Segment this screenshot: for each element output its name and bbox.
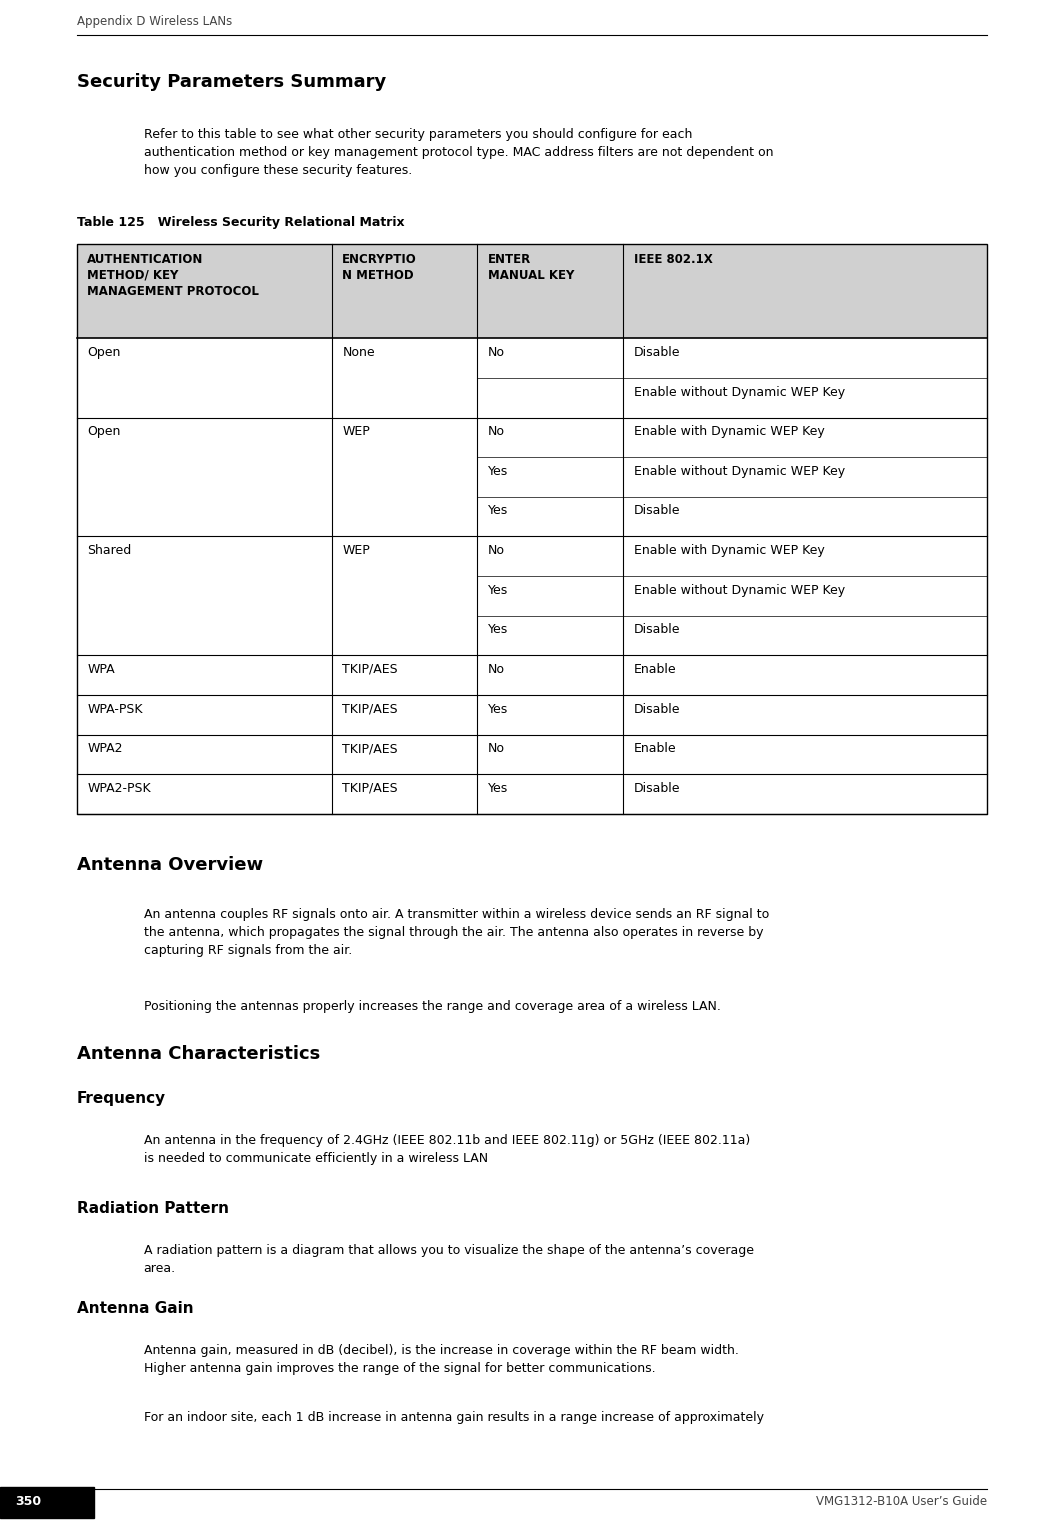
Text: For an indoor site, each 1 dB increase in antenna gain results in a range increa: For an indoor site, each 1 dB increase i… bbox=[144, 1411, 764, 1425]
Text: Enable with Dynamic WEP Key: Enable with Dynamic WEP Key bbox=[634, 544, 825, 558]
Text: TKIP/AES: TKIP/AES bbox=[343, 782, 398, 796]
Text: Security Parameters Summary: Security Parameters Summary bbox=[77, 73, 386, 91]
Text: No: No bbox=[488, 742, 505, 756]
Bar bbox=[77, 244, 987, 814]
Text: Antenna Overview: Antenna Overview bbox=[77, 856, 263, 875]
Text: ENTER
MANUAL KEY: ENTER MANUAL KEY bbox=[488, 253, 575, 282]
Text: Open: Open bbox=[87, 425, 120, 439]
Text: Shared: Shared bbox=[87, 544, 132, 558]
Text: No: No bbox=[488, 346, 505, 360]
Text: Enable with Dynamic WEP Key: Enable with Dynamic WEP Key bbox=[634, 425, 825, 439]
Text: Positioning the antennas properly increases the range and coverage area of a wir: Positioning the antennas properly increa… bbox=[144, 1000, 720, 1013]
Text: Frequency: Frequency bbox=[77, 1091, 166, 1106]
Text: WEP: WEP bbox=[343, 425, 370, 439]
Text: Antenna Characteristics: Antenna Characteristics bbox=[77, 1045, 320, 1064]
Text: Enable without Dynamic WEP Key: Enable without Dynamic WEP Key bbox=[634, 386, 845, 399]
Bar bbox=[0, 1487, 94, 1518]
Text: Refer to this table to see what other security parameters you should configure f: Refer to this table to see what other se… bbox=[144, 128, 774, 177]
Text: Antenna Gain: Antenna Gain bbox=[77, 1301, 194, 1317]
Text: WEP: WEP bbox=[343, 544, 370, 558]
Text: Yes: Yes bbox=[488, 782, 509, 796]
Text: Disable: Disable bbox=[634, 504, 680, 518]
Text: WPA2-PSK: WPA2-PSK bbox=[87, 782, 151, 796]
Text: Enable without Dynamic WEP Key: Enable without Dynamic WEP Key bbox=[634, 465, 845, 479]
Text: Enable: Enable bbox=[634, 742, 677, 756]
Text: Open: Open bbox=[87, 346, 120, 360]
Text: WPA2: WPA2 bbox=[87, 742, 122, 756]
Text: IEEE 802.1X: IEEE 802.1X bbox=[634, 253, 713, 267]
Text: No: No bbox=[488, 425, 505, 439]
Text: No: No bbox=[488, 663, 505, 677]
Text: AUTHENTICATION
METHOD/ KEY
MANAGEMENT PROTOCOL: AUTHENTICATION METHOD/ KEY MANAGEMENT PR… bbox=[87, 253, 260, 299]
Text: Disable: Disable bbox=[634, 623, 680, 637]
Text: Yes: Yes bbox=[488, 465, 509, 479]
Text: Disable: Disable bbox=[634, 703, 680, 716]
Text: Disable: Disable bbox=[634, 346, 680, 360]
Text: ENCRYPTIO
N METHOD: ENCRYPTIO N METHOD bbox=[343, 253, 417, 282]
Text: Table 125   Wireless Security Relational Matrix: Table 125 Wireless Security Relational M… bbox=[77, 216, 404, 230]
Text: Enable without Dynamic WEP Key: Enable without Dynamic WEP Key bbox=[634, 584, 845, 597]
Text: Disable: Disable bbox=[634, 782, 680, 796]
Text: WPA: WPA bbox=[87, 663, 115, 677]
Text: Appendix D Wireless LANs: Appendix D Wireless LANs bbox=[77, 15, 232, 29]
Text: 350: 350 bbox=[15, 1495, 41, 1509]
Text: A radiation pattern is a diagram that allows you to visualize the shape of the a: A radiation pattern is a diagram that al… bbox=[144, 1244, 753, 1274]
Text: Yes: Yes bbox=[488, 584, 509, 597]
Text: Yes: Yes bbox=[488, 703, 509, 716]
Text: WPA-PSK: WPA-PSK bbox=[87, 703, 143, 716]
Text: None: None bbox=[343, 346, 375, 360]
Text: An antenna in the frequency of 2.4GHz (IEEE 802.11b and IEEE 802.11g) or 5GHz (I: An antenna in the frequency of 2.4GHz (I… bbox=[144, 1134, 750, 1164]
Text: VMG1312-B10A User’s Guide: VMG1312-B10A User’s Guide bbox=[816, 1495, 987, 1509]
Text: Yes: Yes bbox=[488, 504, 509, 518]
Text: TKIP/AES: TKIP/AES bbox=[343, 663, 398, 677]
Text: Antenna gain, measured in dB (decibel), is the increase in coverage within the R: Antenna gain, measured in dB (decibel), … bbox=[144, 1344, 738, 1375]
Text: An antenna couples RF signals onto air. A transmitter within a wireless device s: An antenna couples RF signals onto air. … bbox=[144, 908, 769, 957]
Bar bbox=[77, 244, 987, 338]
Text: No: No bbox=[488, 544, 505, 558]
Text: Yes: Yes bbox=[488, 623, 509, 637]
Text: TKIP/AES: TKIP/AES bbox=[343, 742, 398, 756]
Text: TKIP/AES: TKIP/AES bbox=[343, 703, 398, 716]
Text: Enable: Enable bbox=[634, 663, 677, 677]
Text: Radiation Pattern: Radiation Pattern bbox=[77, 1201, 229, 1216]
